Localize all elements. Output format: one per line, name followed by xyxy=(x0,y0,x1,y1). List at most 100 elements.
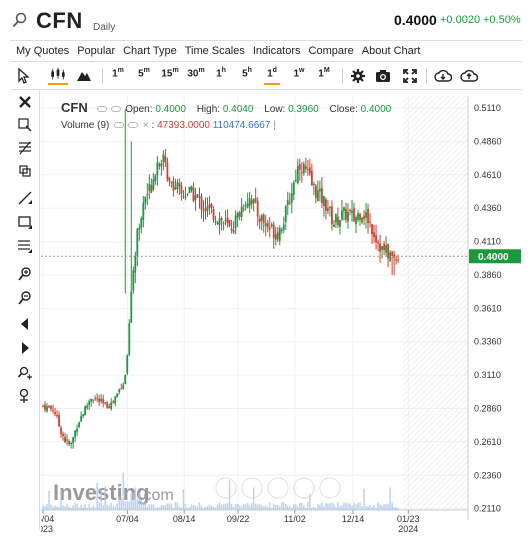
volume-bar xyxy=(248,505,251,510)
fullscreen-icon[interactable] xyxy=(402,67,418,85)
volume-bar xyxy=(122,472,125,510)
volume-bar xyxy=(112,505,115,510)
volume-bar xyxy=(76,504,78,510)
candlestick-icon[interactable] xyxy=(48,67,68,85)
x-tick-label: 07/04 xyxy=(116,514,139,524)
volume-bar xyxy=(206,506,209,510)
menu-time-scales[interactable]: Time Scales xyxy=(184,45,245,57)
volume-close-icon[interactable]: × xyxy=(142,120,149,131)
rectangle-icon[interactable] xyxy=(17,214,33,230)
candle-body xyxy=(66,439,68,441)
nav-reset-icon[interactable] xyxy=(267,477,289,499)
candle-body xyxy=(278,227,281,242)
volume-bar xyxy=(160,505,163,510)
layers-icon[interactable] xyxy=(17,163,33,179)
cloud-download-icon[interactable] xyxy=(434,67,452,85)
candle-body xyxy=(236,213,239,218)
volume-bar xyxy=(381,505,383,510)
nav-zoom-out-icon[interactable] xyxy=(241,477,263,499)
candle-body xyxy=(144,196,147,203)
timeframe-15m[interactable]: 15m xyxy=(161,67,179,80)
timeframe-1h[interactable]: 1h xyxy=(216,67,226,80)
volume-bar xyxy=(349,503,351,510)
y-tick-label: 0.3360 xyxy=(474,337,502,347)
visibility-icon[interactable] xyxy=(96,106,107,113)
volume-bar xyxy=(224,504,227,510)
volume-bar xyxy=(56,506,58,510)
menu-about-chart[interactable]: About Chart xyxy=(361,45,421,57)
candle-body xyxy=(138,227,141,230)
volume-bar xyxy=(176,502,179,510)
camera-icon[interactable] xyxy=(375,67,391,85)
arrow-right-icon[interactable] xyxy=(17,340,33,356)
zoom-reset-icon[interactable] xyxy=(17,365,33,381)
search-icon[interactable] xyxy=(12,12,28,28)
menu-indicators[interactable]: Indicators xyxy=(252,45,301,57)
candle-body xyxy=(244,205,247,207)
candle-body xyxy=(62,434,64,437)
timeframe-1w[interactable]: 1w xyxy=(293,67,305,80)
timeframe-30m[interactable]: 30m xyxy=(187,67,205,80)
close-icon[interactable] xyxy=(17,94,33,110)
gear-icon[interactable] xyxy=(350,67,366,85)
volume-bar xyxy=(128,501,131,510)
candle-body xyxy=(44,404,46,410)
menu-popular[interactable]: Popular xyxy=(77,45,116,57)
candle-body xyxy=(320,188,323,204)
volume-bar xyxy=(357,502,359,510)
nav-zoom-in-icon[interactable] xyxy=(293,477,315,499)
arrow-left-icon[interactable] xyxy=(17,316,33,332)
candle-body xyxy=(108,406,111,409)
candle-body xyxy=(369,221,371,223)
volume-bar xyxy=(166,503,169,510)
magnet-icon[interactable] xyxy=(17,388,33,404)
horizontal-lines-icon[interactable] xyxy=(17,238,33,254)
volume-bar xyxy=(311,507,313,510)
timeframe-1M[interactable]: 1M xyxy=(318,67,330,80)
zoom-in-icon[interactable] xyxy=(17,266,33,282)
candle-body xyxy=(212,209,215,220)
volume-bar xyxy=(198,502,201,510)
crosshair-icon[interactable] xyxy=(17,117,33,133)
candle-body xyxy=(50,406,52,410)
trendline-icon[interactable] xyxy=(17,190,33,206)
candle-body xyxy=(220,217,223,221)
zoom-out-icon[interactable] xyxy=(17,290,33,306)
y-tick-label: 0.4360 xyxy=(474,203,502,213)
y-tick-label: 0.4110 xyxy=(474,237,501,247)
candle-body xyxy=(341,210,343,220)
volume-bar xyxy=(315,507,317,510)
candle-body xyxy=(56,415,58,417)
menu-my-quotes[interactable]: My Quotes xyxy=(16,45,70,57)
volume-settings-icon[interactable] xyxy=(128,122,139,129)
nav-scroll-right-icon[interactable] xyxy=(319,477,341,499)
volume-bar xyxy=(256,504,259,510)
cloud-upload-icon[interactable] xyxy=(460,67,478,85)
menu-compare[interactable]: Compare xyxy=(308,45,354,57)
settings-icon[interactable] xyxy=(110,106,121,113)
volume-bar xyxy=(54,505,56,510)
fibonacci-icon[interactable] xyxy=(17,140,33,156)
volume-bar xyxy=(84,504,86,510)
close-label: Close: xyxy=(329,104,358,115)
timeframe-1d[interactable]: 1d xyxy=(264,67,280,85)
chart-navigation[interactable] xyxy=(215,477,341,499)
candle-body xyxy=(353,208,355,221)
menu-chart-type[interactable]: Chart Type xyxy=(123,45,177,57)
volume-visibility-icon[interactable] xyxy=(114,122,125,129)
chart-canvas[interactable]: Investing .com 0.4000 0.5110 0.4860 0.4610… xyxy=(41,90,522,538)
candle-body xyxy=(304,166,307,169)
volume-bar xyxy=(126,501,129,510)
nav-scroll-left-icon[interactable] xyxy=(215,477,237,499)
timeframe-1m[interactable]: 1m xyxy=(112,67,124,80)
volume-bar xyxy=(363,488,365,510)
cursor-icon[interactable] xyxy=(16,67,30,85)
price-chart[interactable]: Investing .com 0.4000 0.5110 0.4860 0.4610… xyxy=(41,90,522,538)
timeframe-5m[interactable]: 5m xyxy=(138,67,150,80)
candle-body xyxy=(52,410,54,412)
mountain-icon[interactable] xyxy=(76,67,92,85)
candle-body xyxy=(68,441,70,444)
candle-body xyxy=(333,224,335,228)
timeframe-5h[interactable]: 5h xyxy=(242,67,252,80)
volume-bar xyxy=(148,504,151,510)
